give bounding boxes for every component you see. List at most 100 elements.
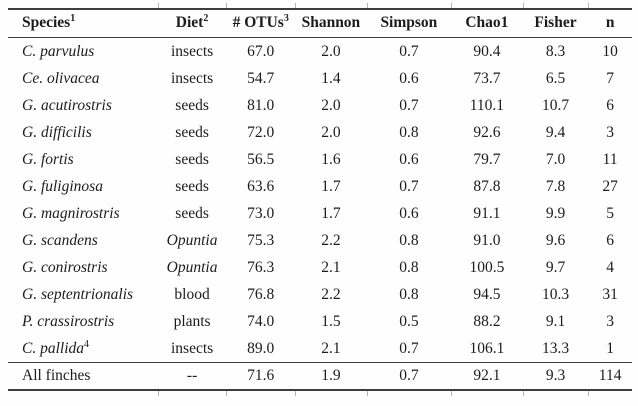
gridline-tick xyxy=(588,391,590,396)
diet-value: plants xyxy=(173,312,211,330)
cell-fisher: 9.6 xyxy=(545,231,566,249)
cell-diet: blood xyxy=(158,281,227,308)
cell-n: 31 xyxy=(602,285,618,303)
summary-row: All finches -- 71.6 1.9 0.7 92.1 9.3 114 xyxy=(8,362,632,391)
footnote-marker: 1 xyxy=(70,12,76,24)
footnote-marker: 4 xyxy=(84,338,90,350)
column-header-chao1: Chao1 xyxy=(451,9,523,38)
species-name: C. pallida xyxy=(22,339,85,357)
table-row: C. pallida4 insects 89.0 2.1 0.7 106.1 13.3 1 xyxy=(8,335,632,363)
table-row: G. conirostris Opuntia 76.3 2.1 0.8 100.5 9.7 4 xyxy=(8,254,632,281)
cell-chao1: 92.6 xyxy=(473,123,501,141)
diet-value: seeds xyxy=(175,96,209,114)
table-foot: All finches -- 71.6 1.9 0.7 92.1 9.3 114 xyxy=(8,362,632,391)
diet-value: seeds xyxy=(175,204,209,222)
species-name: All finches xyxy=(22,367,91,384)
cell-species: G. magnirostris xyxy=(8,200,158,227)
species-name: G. conirostris xyxy=(22,258,108,276)
cell-diet: plants xyxy=(158,308,227,335)
cell-species: G. fuliginosa xyxy=(8,173,158,200)
cell-chao1: 100.5 xyxy=(469,258,505,276)
cell-simpson: 0.5 xyxy=(399,312,419,330)
cell-otus: 63.6 xyxy=(247,177,275,195)
cell-otus: 75.3 xyxy=(247,231,275,249)
cell-otus: 72.0 xyxy=(247,123,275,141)
cell-simpson: 0.6 xyxy=(399,204,419,222)
cell-n: 4 xyxy=(606,258,614,276)
cell-diet: seeds xyxy=(158,200,227,227)
cell-n: 6 xyxy=(606,231,614,249)
diet-value: seeds xyxy=(175,177,209,195)
species-name: C. parvulus xyxy=(22,42,95,60)
gridline-tick xyxy=(295,391,297,396)
table-row: G. fuliginosa seeds 63.6 1.7 0.7 87.8 7.8 27 xyxy=(8,173,632,200)
cell-chao1: 73.7 xyxy=(473,69,501,87)
cell-otus: 76.3 xyxy=(247,258,275,276)
cell-chao1: 92.1 xyxy=(451,362,523,391)
cell-species: G. acutirostris xyxy=(8,92,158,119)
cell-shannon: 1.4 xyxy=(321,69,341,87)
cell-otus: 73.0 xyxy=(247,204,275,222)
cell-species: C. parvulus xyxy=(8,38,158,66)
table-row: G. scandens Opuntia 75.3 2.2 0.8 91.0 9.6 6 xyxy=(8,227,632,254)
cell-fisher: 9.3 xyxy=(522,362,589,391)
species-name: G. acutirostris xyxy=(22,96,112,114)
species-name: G. scandens xyxy=(22,231,98,249)
diet-value: seeds xyxy=(175,150,209,168)
species-name: P. crassirostris xyxy=(22,312,115,330)
gridline-tick xyxy=(451,3,453,8)
cell-diet: Opuntia xyxy=(158,227,227,254)
column-header-fisher: Fisher xyxy=(522,9,589,38)
species-name: G. septentrionalis xyxy=(22,285,134,303)
table-body: C. parvulus insects 67.0 2.0 0.7 90.4 8.3 10 Ce.… xyxy=(8,38,632,363)
gridline-tick xyxy=(522,391,524,396)
gridline-tick xyxy=(366,391,368,396)
cell-diet: insects xyxy=(158,65,227,92)
cell-simpson: 0.8 xyxy=(399,258,419,276)
cell-shannon: 1.5 xyxy=(321,312,341,330)
cell-fisher: 7.0 xyxy=(545,150,566,168)
cell-shannon: 2.0 xyxy=(321,123,341,141)
cell-otus: 56.5 xyxy=(247,150,275,168)
gridline-tick xyxy=(451,391,453,396)
diet-value: blood xyxy=(174,285,210,303)
cell-n: 11 xyxy=(602,150,618,168)
header-label: Simpson xyxy=(380,14,438,31)
cell-fisher: 9.4 xyxy=(545,123,566,141)
cell-diet: seeds xyxy=(158,92,227,119)
cell-chao1: 91.1 xyxy=(473,204,501,222)
cell-n: 1 xyxy=(606,339,614,357)
cell-simpson: 0.8 xyxy=(399,285,419,303)
gridline-tick xyxy=(226,391,228,396)
table-row: Ce. olivacea insects 54.7 1.4 0.6 73.7 6.5 7 xyxy=(8,65,632,92)
species-name: G. fuliginosa xyxy=(22,177,103,195)
cell-n: 5 xyxy=(606,204,614,222)
cell-chao1: 87.8 xyxy=(473,177,501,195)
table-row: G. difficilis seeds 72.0 2.0 0.8 92.6 9.4 3 xyxy=(8,119,632,146)
gridline-tick xyxy=(588,3,590,8)
cell-simpson: 0.7 xyxy=(399,42,419,60)
cell-otus: 89.0 xyxy=(247,339,275,357)
cell-shannon: 1.6 xyxy=(321,150,341,168)
cell-diet: seeds xyxy=(158,119,227,146)
cell-fisher: 9.7 xyxy=(545,258,566,276)
cell-otus: 67.0 xyxy=(247,42,275,60)
header-label: # OTUs xyxy=(232,14,284,31)
cell-diet: Opuntia xyxy=(158,254,227,281)
diet-value: Opuntia xyxy=(166,231,218,249)
cell-shannon: 1.7 xyxy=(321,177,341,195)
species-name: Ce. olivacea xyxy=(22,69,100,87)
column-gridline-ticks-top xyxy=(8,3,632,8)
cell-diet: -- xyxy=(157,362,227,391)
table-row: C. parvulus insects 67.0 2.0 0.7 90.4 8.3 10 xyxy=(8,38,632,66)
cell-simpson: 0.8 xyxy=(399,123,419,141)
diet-value: -- xyxy=(186,367,198,384)
cell-simpson: 0.7 xyxy=(399,339,419,357)
column-header-species: Species1 xyxy=(8,9,158,38)
cell-n: 3 xyxy=(606,123,614,141)
gridline-tick xyxy=(522,3,524,8)
cell-fisher: 6.5 xyxy=(545,69,566,87)
header-label: n xyxy=(605,14,615,31)
cell-shannon: 2.2 xyxy=(321,285,341,303)
gridline-tick xyxy=(157,391,159,396)
